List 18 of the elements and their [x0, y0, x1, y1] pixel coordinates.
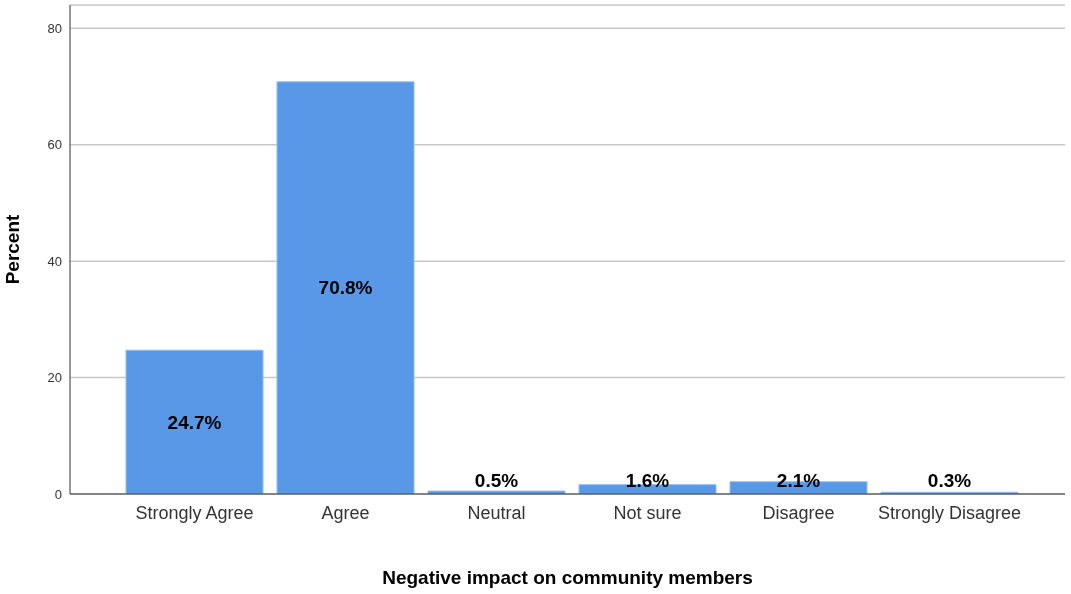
y-tick-label: 60: [47, 137, 62, 153]
x-tick-label: Not sure: [613, 502, 682, 523]
x-tick-label: Strongly Agree: [135, 502, 254, 523]
y-tick-label: 0: [54, 486, 62, 502]
y-tick-label: 20: [47, 370, 62, 386]
x-tick-label: Disagree: [762, 502, 835, 523]
data-label: 70.8%: [318, 277, 373, 299]
data-label: 0.5%: [474, 469, 519, 491]
y-tick-label: 40: [47, 253, 62, 269]
x-tick-label: Neutral: [467, 502, 526, 523]
data-label: 2.1%: [776, 469, 821, 491]
data-label: 0.3%: [927, 469, 972, 491]
y-tick-label: 80: [47, 20, 62, 36]
y-axis-title: Percent: [1, 213, 23, 285]
x-axis-title: Negative impact on community members: [382, 567, 753, 588]
x-tick-label: Agree: [321, 502, 370, 523]
data-label: 24.7%: [167, 411, 222, 433]
x-tick-label: Strongly Disagree: [877, 502, 1022, 523]
